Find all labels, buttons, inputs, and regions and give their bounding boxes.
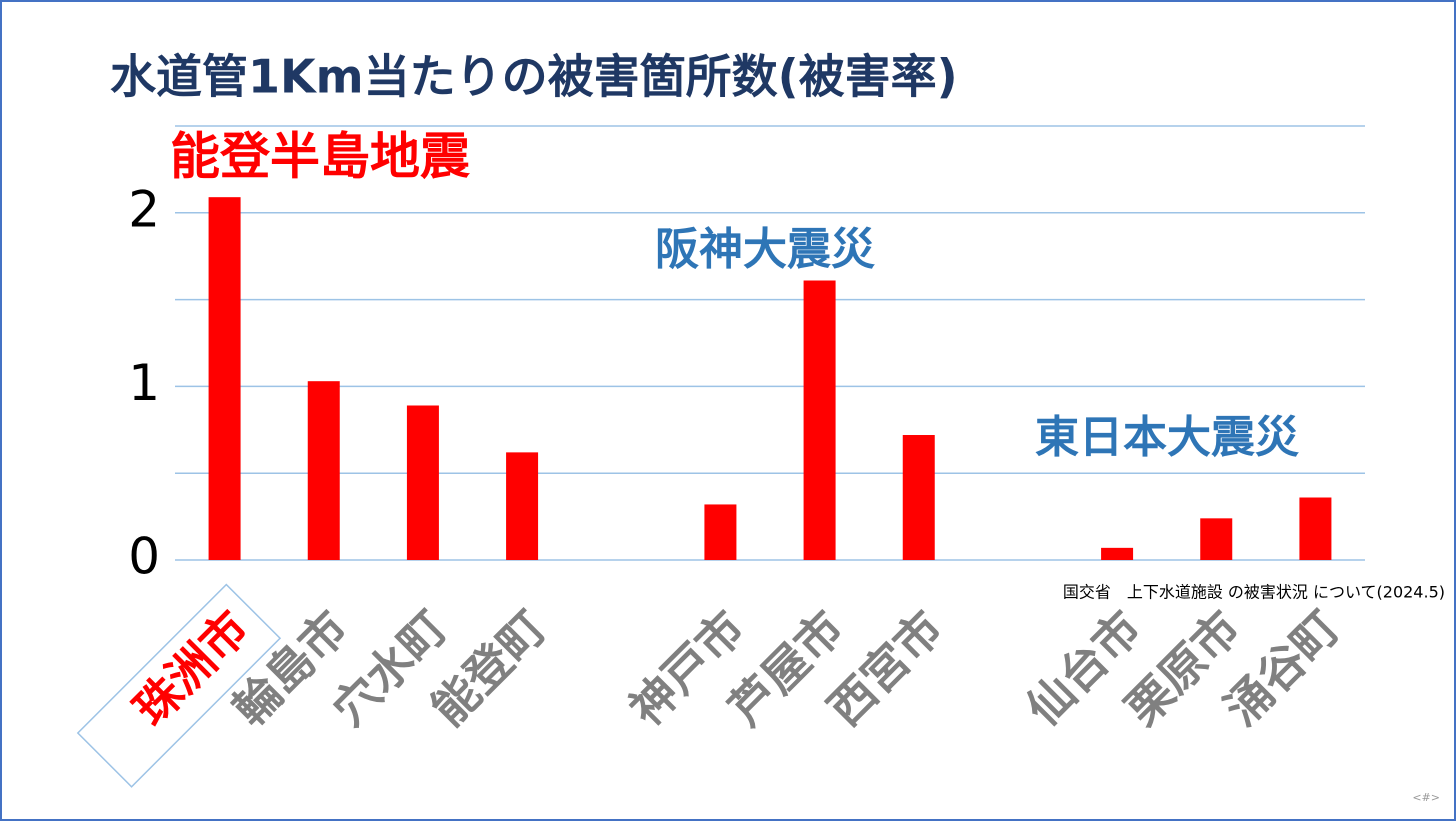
annotation: 阪神大震災: [655, 224, 875, 275]
annotation: 能登半島地震: [170, 128, 470, 186]
bar: [406, 405, 439, 560]
page-number: <#>: [1412, 791, 1440, 804]
bar: [1101, 547, 1134, 560]
chart-title: 水道管1Km当たりの被害箇所数(被害率): [110, 50, 958, 104]
bar: [1299, 497, 1332, 560]
bar: [803, 280, 836, 560]
bar: [208, 197, 241, 560]
bar: [902, 435, 935, 560]
bar: [307, 381, 340, 560]
bar: [704, 504, 737, 560]
y-tick-label: 2: [128, 180, 160, 238]
source-note: 国交省 上下水道施設 の被害状況 について(2024.5): [1063, 583, 1445, 602]
highlight-box: [76, 583, 282, 788]
bar: [506, 452, 539, 560]
bar: [1200, 518, 1233, 560]
y-tick-label: 0: [128, 528, 160, 586]
annotation: 東日本大震災: [1035, 412, 1299, 463]
y-tick-label: 1: [128, 354, 160, 412]
